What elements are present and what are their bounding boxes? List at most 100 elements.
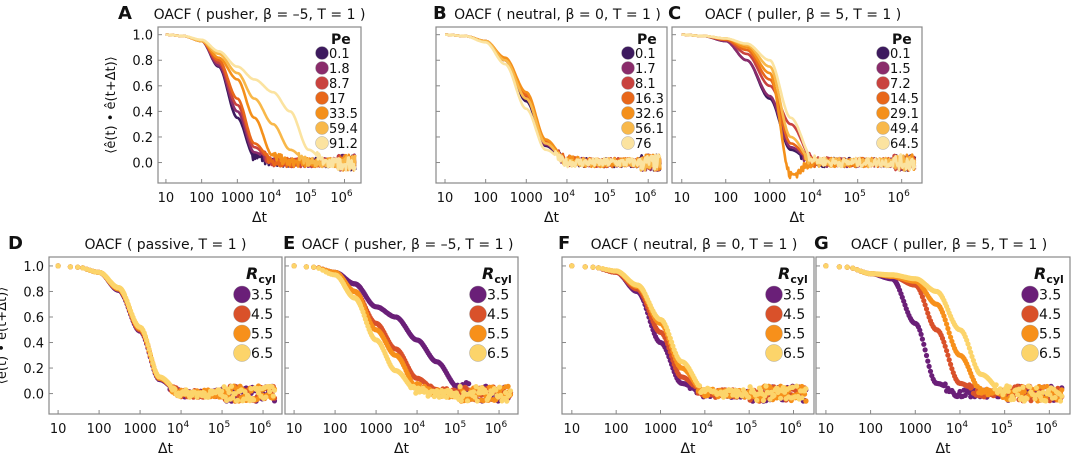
y-tick-label: 0.6 — [23, 311, 44, 326]
legend-label: 5.5 — [251, 327, 273, 343]
legend-label: 6.5 — [487, 346, 509, 362]
legend-label: 1.7 — [635, 62, 656, 77]
legend-item: 4.5 — [233, 305, 273, 323]
data-point — [942, 381, 948, 387]
data-point — [226, 389, 232, 396]
legend-swatch — [876, 46, 890, 60]
data-point — [922, 302, 928, 308]
data-point — [927, 368, 934, 374]
axes-frame — [435, 26, 668, 184]
legend-title: Pe — [892, 32, 912, 48]
data-point — [767, 384, 773, 390]
data-point — [780, 384, 786, 391]
legend-label: 5.5 — [487, 327, 509, 343]
y-tick-label: 0.8 — [132, 54, 153, 69]
x-tick-label: 105 — [735, 420, 757, 437]
data-point — [75, 264, 81, 270]
data-point — [921, 341, 927, 347]
data-point — [496, 384, 503, 390]
data-point — [316, 265, 322, 271]
x-tick-label: 100 — [323, 422, 348, 437]
legend-swatch — [469, 324, 487, 343]
panel-A: A OACF ( pusher, β = –5, T = 1 ) 10 100 1000… — [104, 3, 365, 226]
legend-label: 32.6 — [635, 107, 664, 122]
axes-frame — [157, 26, 362, 184]
plot-area — [823, 263, 1065, 404]
legend-swatch — [876, 61, 890, 75]
data-point — [790, 384, 796, 390]
data-point — [142, 333, 148, 339]
data-point — [474, 398, 480, 404]
data-point — [1005, 388, 1011, 394]
legend-item: 64.5 — [876, 136, 919, 152]
data-point — [1040, 389, 1046, 395]
panel-title: OACF ( puller, β = 5, T = 1 ) — [705, 7, 901, 23]
panel-B: B OACF ( neutral, β = 0, T = 1 ) 10 100 1000… — [433, 3, 668, 226]
x-tick-label: 106 — [249, 420, 272, 437]
data-point — [1043, 398, 1049, 404]
data-point — [917, 327, 923, 333]
data-point — [149, 355, 155, 362]
panel-label: F — [558, 233, 570, 254]
x-axis-label: Δt — [680, 441, 696, 455]
axes-frame — [815, 256, 1071, 415]
x-tick-label: 105 — [444, 420, 466, 437]
legend-title: Rcyl — [1034, 264, 1064, 286]
legend-item: 1.7 — [621, 61, 656, 77]
data-point — [1021, 389, 1027, 395]
legend-swatch — [315, 106, 329, 120]
data-point — [483, 389, 489, 395]
legend-swatch — [1021, 344, 1039, 362]
data-point — [794, 383, 800, 389]
x-tick-label: 10 — [564, 422, 581, 437]
data-point — [1024, 396, 1030, 402]
data-point — [471, 389, 477, 395]
x-tick-label: 10 — [50, 422, 67, 437]
y-tick-label: 1.0 — [23, 260, 44, 275]
panel-label: A — [118, 3, 132, 24]
legend-swatch — [315, 121, 329, 135]
data-point — [925, 358, 931, 364]
legend-item: 29.1 — [876, 106, 919, 122]
legend-label: 17 — [329, 92, 346, 107]
data-point — [270, 393, 276, 399]
data-point — [966, 345, 973, 351]
legend-label: 29.1 — [890, 107, 919, 122]
data-point — [921, 298, 927, 304]
legend-item: 1.5 — [876, 61, 911, 77]
data-point — [969, 353, 975, 360]
legend-item: 91.2 — [315, 136, 358, 152]
data-point — [1059, 387, 1065, 393]
legend-label: 91.2 — [329, 137, 358, 152]
legend-item: 16.3 — [621, 91, 664, 107]
legend-label: 14.5 — [890, 92, 919, 107]
data-point — [267, 388, 273, 394]
panel-E: E OACF ( pusher, β = –5, T = 1 ) 10 100 1000… — [283, 233, 519, 455]
panel-F: F OACF ( neutral, β = 0, T = 1 ) 10 100 1000… — [558, 233, 815, 455]
y-tick-label: 0.2 — [132, 131, 153, 146]
x-tick-label: 1000 — [510, 191, 543, 206]
legend-item: 56.1 — [621, 121, 664, 137]
legend-swatch — [621, 91, 635, 105]
legend-label: 49.4 — [890, 122, 919, 137]
legend-item: 0.1 — [876, 46, 911, 62]
x-tick-label: 10 — [818, 422, 835, 437]
y-tick-label: 0.4 — [23, 337, 44, 352]
legend-swatch — [233, 305, 251, 323]
y-axis-label: ⟨ê(t) • ê(t+Δt)⟩ — [0, 287, 10, 384]
legend-swatch — [621, 136, 635, 150]
legend-swatch — [621, 46, 635, 60]
data-point — [1033, 385, 1039, 391]
legend-label: 76 — [635, 137, 652, 152]
x-tick-label: 106 — [1035, 420, 1058, 437]
legend-label: 16.3 — [635, 92, 664, 107]
data-point — [230, 395, 236, 401]
legend-swatch — [315, 136, 329, 150]
legend-title: Pe — [637, 32, 657, 48]
plot-area — [569, 263, 809, 404]
panel-title: OACF ( pusher, β = –5, T = 1 ) — [154, 7, 366, 23]
legend-swatch — [621, 106, 635, 120]
data-point — [923, 306, 930, 312]
y-tick-label: 0.4 — [132, 105, 153, 120]
